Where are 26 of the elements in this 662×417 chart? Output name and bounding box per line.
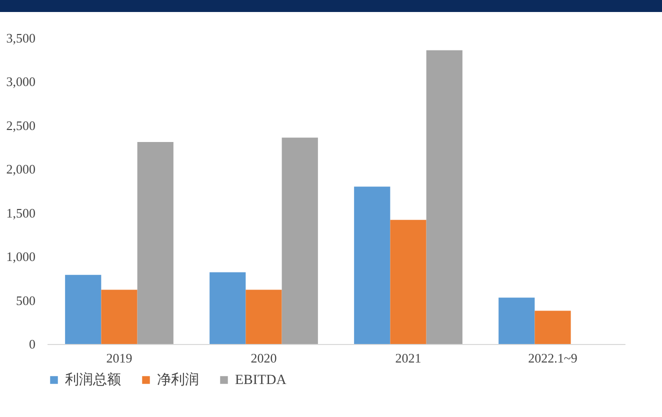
x-tick-label: 2021 <box>395 350 422 366</box>
bar <box>101 290 138 344</box>
legend-label: 利润总额 <box>65 372 121 388</box>
bar <box>390 220 426 344</box>
x-tick-label: 2022.1~9 <box>528 350 578 366</box>
bar <box>426 50 462 344</box>
legend-label: EBITDA <box>235 373 288 388</box>
y-tick-label: 2,000 <box>6 162 36 177</box>
x-tick-label: 2019 <box>106 350 132 366</box>
legend-label: 净利润 <box>157 372 199 388</box>
bar <box>137 142 174 344</box>
bar <box>354 186 390 344</box>
y-tick-label: 3,000 <box>6 74 36 90</box>
bar <box>498 298 535 344</box>
y-tick-label: 2,500 <box>6 118 36 133</box>
y-tick-label: 500 <box>16 292 36 308</box>
bar <box>282 138 318 344</box>
bar <box>65 274 102 344</box>
y-tick-label: 1,500 <box>6 205 36 220</box>
y-tick-label: 0 <box>29 336 36 352</box>
x-tick-label: 2020 <box>250 350 277 366</box>
bar <box>210 272 246 344</box>
y-tick-label: 1,000 <box>6 249 36 264</box>
y-tick-label: 3,500 <box>6 30 36 46</box>
bar <box>534 310 571 344</box>
bar <box>246 290 282 344</box>
